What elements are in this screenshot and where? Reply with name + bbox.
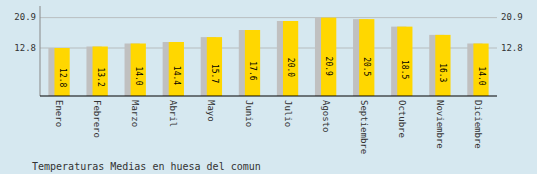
chart: 12.8 12.8 20.9 20.9 12.8 13.2 14.0 14.4 15.7 17.6… (0, 0, 537, 174)
bar (54, 48, 69, 96)
y-tick-label: 20.9 (14, 12, 36, 22)
bar (131, 44, 146, 97)
x-axis-line (40, 95, 497, 96)
grid-line (40, 48, 497, 49)
data-label: 20.9 (324, 57, 333, 76)
data-label: 13.2 (96, 68, 105, 87)
x-tick-label: Abril (168, 100, 178, 127)
x-tick-label: Septiembre (359, 100, 369, 154)
data-label: 12.8 (58, 68, 67, 87)
y-axis-line (40, 6, 41, 96)
x-tick-label: Junio (244, 100, 254, 127)
bar (169, 42, 184, 96)
x-tick-label: Octubre (397, 100, 407, 138)
bars (48, 18, 488, 96)
x-tick-label: Diciembre (473, 100, 483, 149)
data-label: 14.4 (172, 66, 181, 85)
bar (359, 19, 374, 96)
y-tick-label: 12.8 (14, 43, 36, 53)
data-label: 15.7 (210, 64, 219, 83)
x-tick-label: Febrero (92, 100, 102, 138)
bar (93, 47, 108, 97)
data-label: 16.3 (438, 63, 447, 82)
bar (397, 27, 412, 96)
x-tick-label: Marzo (130, 100, 140, 127)
title: Temperaturas Medias en huesa del comun (32, 161, 261, 172)
bar (435, 35, 450, 96)
x-tick-label: Enero (54, 100, 64, 127)
data-label: 14.0 (134, 66, 143, 85)
bar (283, 21, 298, 96)
bar (245, 30, 260, 96)
data-label: 20.0 (286, 58, 295, 77)
x-tick-label: Mayo (206, 100, 216, 122)
bar (321, 18, 336, 96)
y-tick-label-right: 12.8 (501, 43, 523, 53)
bar (207, 37, 222, 96)
x-tick-label: Julio (283, 100, 293, 127)
data-label: 14.0 (477, 66, 486, 85)
x-tick-label: Agosto (321, 100, 331, 133)
data-label: 17.6 (248, 61, 257, 80)
data-label: 20.5 (362, 57, 371, 76)
data-label: 18.5 (400, 60, 409, 79)
x-tick-label: Noviembre (435, 100, 445, 149)
background (0, 0, 537, 174)
grid-line (40, 17, 497, 18)
bar (473, 44, 488, 97)
y-tick-label-right: 20.9 (501, 12, 523, 22)
